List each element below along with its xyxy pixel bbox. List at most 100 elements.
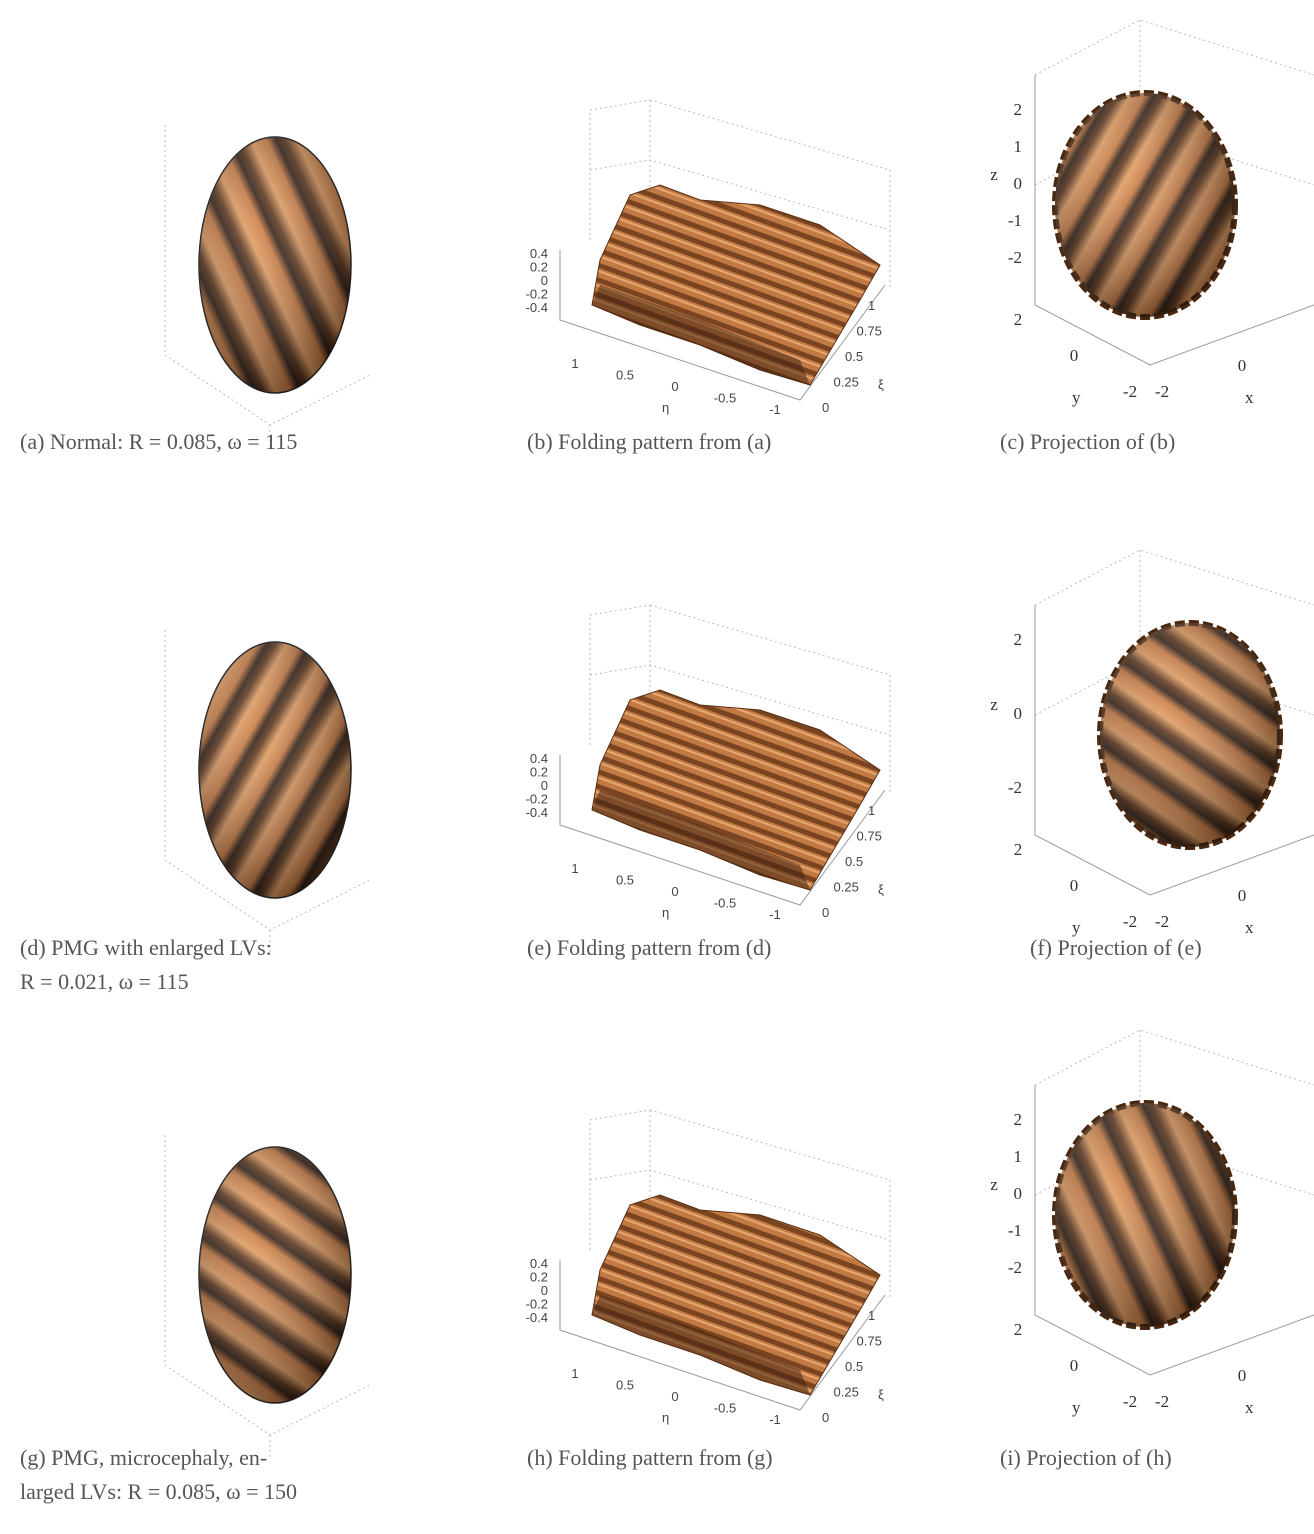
figure: (a) Normal: R = 0.085, ω = 115 η ξ (b) Fold… bbox=[0, 0, 1314, 1534]
tick-label: 2 bbox=[1014, 1320, 1023, 1339]
tick-label: 1 bbox=[1014, 137, 1023, 156]
tick-label: 0 bbox=[1238, 1366, 1247, 1385]
panel: (g) PMG, microcephaly, en-larged LVs: R … bbox=[20, 1135, 370, 1504]
panel: z y x (i) Projection of (h) bbox=[990, 1030, 1314, 1470]
axis-label: η bbox=[662, 1410, 669, 1425]
tick-label: 0.5 bbox=[616, 873, 634, 888]
tick-label: 0 bbox=[1070, 1356, 1079, 1375]
tick-label: 0 bbox=[1014, 174, 1023, 193]
tick-label: 0.5 bbox=[845, 1359, 863, 1374]
tick-label: 1 bbox=[571, 861, 578, 876]
ellipsoid-shade bbox=[199, 137, 351, 393]
tick-label: -0.4 bbox=[526, 805, 548, 820]
caption: larged LVs: R = 0.085, ω = 150 bbox=[20, 1479, 297, 1504]
tick-label: 1 bbox=[868, 298, 875, 313]
tick-label: -0.4 bbox=[526, 300, 548, 315]
axis-label: η bbox=[662, 905, 669, 920]
tick-label: -0.5 bbox=[714, 391, 736, 406]
tick-label: 0 bbox=[1014, 1184, 1023, 1203]
tick-label: 0.75 bbox=[857, 1334, 882, 1349]
tick-label: 0.25 bbox=[834, 880, 859, 895]
tick-label: 0.75 bbox=[857, 324, 882, 339]
tick-label: -1 bbox=[1008, 1221, 1022, 1240]
tick-label: 0.25 bbox=[834, 375, 859, 390]
axis-label: x bbox=[1245, 918, 1254, 937]
axis-label: η bbox=[662, 400, 669, 415]
panel: (d) PMG with enlarged LVs: R = 0.021, ω =… bbox=[20, 630, 370, 994]
tick-label: -2 bbox=[1155, 382, 1169, 401]
tick-label: 2 bbox=[1014, 1110, 1023, 1129]
tick-label: 0.5 bbox=[616, 1378, 634, 1393]
tick-label: 0 bbox=[671, 379, 678, 394]
tick-label: 0.5 bbox=[616, 368, 634, 383]
tick-label: 2 bbox=[1014, 630, 1023, 649]
caption: (g) PMG, microcephaly, en- bbox=[20, 1445, 267, 1470]
tick-label: 2 bbox=[1014, 100, 1023, 119]
panel: (a) Normal: R = 0.085, ω = 115 bbox=[20, 125, 370, 454]
axis-label: z bbox=[990, 695, 998, 714]
caption: R = 0.021, ω = 115 bbox=[20, 969, 189, 994]
panel: η ξ (e) Folding pattern from (d) bbox=[527, 605, 890, 960]
caption: (d) PMG with enlarged LVs: bbox=[20, 935, 272, 960]
tick-label: 1 bbox=[868, 803, 875, 818]
caption: (a) Normal: R = 0.085, ω = 115 bbox=[20, 429, 297, 454]
tick-label: -1 bbox=[769, 1412, 781, 1427]
axis-label: y bbox=[1072, 388, 1081, 407]
tick-label: 0.5 bbox=[845, 349, 863, 364]
panel: η ξ (h) Folding pattern from (g) bbox=[527, 1110, 890, 1470]
panel: η ξ (b) Folding pattern from (a) bbox=[527, 100, 890, 454]
panel: z y x (c) Projection of (b) bbox=[990, 20, 1314, 454]
projection-shade bbox=[1100, 623, 1280, 847]
ellipsoid-shade bbox=[199, 1147, 351, 1403]
tick-label: 0 bbox=[671, 884, 678, 899]
caption: (e) Folding pattern from (d) bbox=[527, 935, 771, 960]
tick-label: 1 bbox=[571, 356, 578, 371]
axis-label: x bbox=[1245, 388, 1254, 407]
axis-label: x bbox=[1245, 1398, 1254, 1417]
tick-label: -2 bbox=[1123, 382, 1137, 401]
tick-label: 0 bbox=[1070, 346, 1079, 365]
tick-label: 0.75 bbox=[857, 829, 882, 844]
tick-label: -2 bbox=[1008, 778, 1022, 797]
axis-label: z bbox=[990, 165, 998, 184]
projection-shade bbox=[1055, 93, 1235, 317]
axis-label: y bbox=[1072, 1398, 1081, 1417]
tick-label: 1 bbox=[571, 1366, 578, 1381]
tick-label: 1 bbox=[868, 1308, 875, 1323]
caption: (b) Folding pattern from (a) bbox=[527, 429, 771, 454]
caption: (f) Projection of (e) bbox=[1030, 935, 1202, 960]
tick-label: -1 bbox=[1008, 211, 1022, 230]
caption: (h) Folding pattern from (g) bbox=[527, 1445, 773, 1470]
tick-label: -2 bbox=[1008, 1258, 1022, 1277]
tick-label: -2 bbox=[1123, 912, 1137, 931]
tick-label: -0.5 bbox=[714, 1401, 736, 1416]
tick-label: -1 bbox=[769, 907, 781, 922]
tick-label: 2 bbox=[1014, 310, 1023, 329]
tick-label: -2 bbox=[1123, 1392, 1137, 1411]
tick-label: 0 bbox=[822, 400, 829, 415]
tick-label: -0.4 bbox=[526, 1310, 548, 1325]
tick-label: -2 bbox=[1155, 1392, 1169, 1411]
caption: (i) Projection of (h) bbox=[1000, 1445, 1172, 1470]
tick-label: 0 bbox=[1238, 886, 1247, 905]
axis-label: ξ bbox=[878, 377, 884, 392]
ellipsoid-shade bbox=[199, 642, 351, 898]
axis-label: ξ bbox=[878, 1387, 884, 1402]
tick-label: 0 bbox=[1070, 876, 1079, 895]
tick-label: 0 bbox=[822, 905, 829, 920]
tick-label: 1 bbox=[1014, 1147, 1023, 1166]
tick-label: 2 bbox=[1014, 840, 1023, 859]
axis-label: z bbox=[990, 1175, 998, 1194]
tick-label: 0 bbox=[1014, 704, 1023, 723]
tick-label: -0.5 bbox=[714, 896, 736, 911]
caption: (c) Projection of (b) bbox=[1000, 429, 1175, 454]
projection-shade bbox=[1055, 1103, 1235, 1327]
tick-label: -1 bbox=[769, 402, 781, 417]
tick-label: -2 bbox=[1155, 912, 1169, 931]
axis-label: ξ bbox=[878, 882, 884, 897]
tick-label: 0 bbox=[1238, 356, 1247, 375]
tick-label: -2 bbox=[1008, 248, 1022, 267]
tick-label: 0 bbox=[671, 1389, 678, 1404]
tick-label: 0 bbox=[822, 1410, 829, 1425]
